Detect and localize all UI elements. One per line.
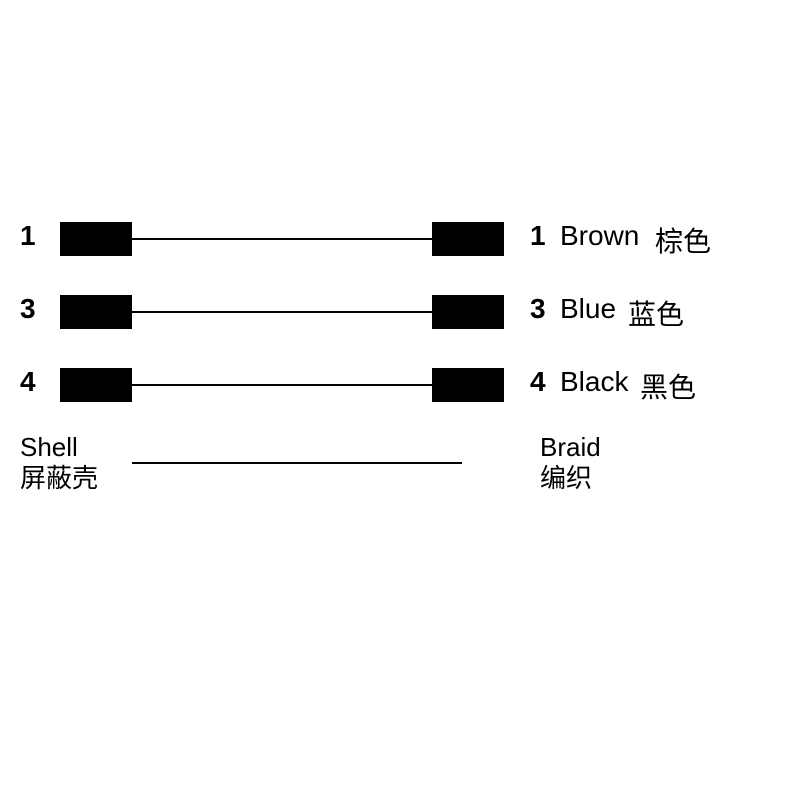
pin-left-label: 1	[20, 220, 36, 252]
pin-right-label: 4	[530, 366, 546, 398]
shield-line	[132, 462, 462, 464]
wire-line	[132, 384, 432, 386]
pin-right-label: 3	[530, 293, 546, 325]
shell-label-en: Shell	[20, 432, 98, 463]
wire-row: 1 1 Brown 棕色	[0, 220, 800, 260]
pin-left-label: 3	[20, 293, 36, 325]
shell-label-zh: 屏蔽壳	[20, 463, 98, 494]
color-label-zh: 棕色	[655, 220, 711, 260]
color-label-en: Blue	[560, 293, 616, 325]
terminal-block-right	[432, 368, 504, 402]
terminal-block-right	[432, 295, 504, 329]
terminal-block-left	[60, 295, 132, 329]
braid-label-zh: 编织	[540, 463, 601, 494]
color-label-zh: 黑色	[640, 366, 696, 406]
shell-label: Shell 屏蔽壳	[20, 432, 98, 494]
color-label-zh: 蓝色	[628, 293, 684, 333]
terminal-block-left	[60, 222, 132, 256]
wire-line	[132, 238, 432, 240]
wire-row: 3 3 Blue 蓝色	[0, 293, 800, 333]
terminal-block-left	[60, 368, 132, 402]
terminal-block-right	[432, 222, 504, 256]
braid-label-en: Braid	[540, 432, 601, 463]
wire-row: 4 4 Black 黑色	[0, 366, 800, 406]
braid-label: Braid 编织	[540, 432, 601, 494]
color-label-en: Black	[560, 366, 628, 398]
color-label-en: Brown	[560, 220, 639, 252]
pin-right-label: 1	[530, 220, 546, 252]
wire-line	[132, 311, 432, 313]
pin-left-label: 4	[20, 366, 36, 398]
